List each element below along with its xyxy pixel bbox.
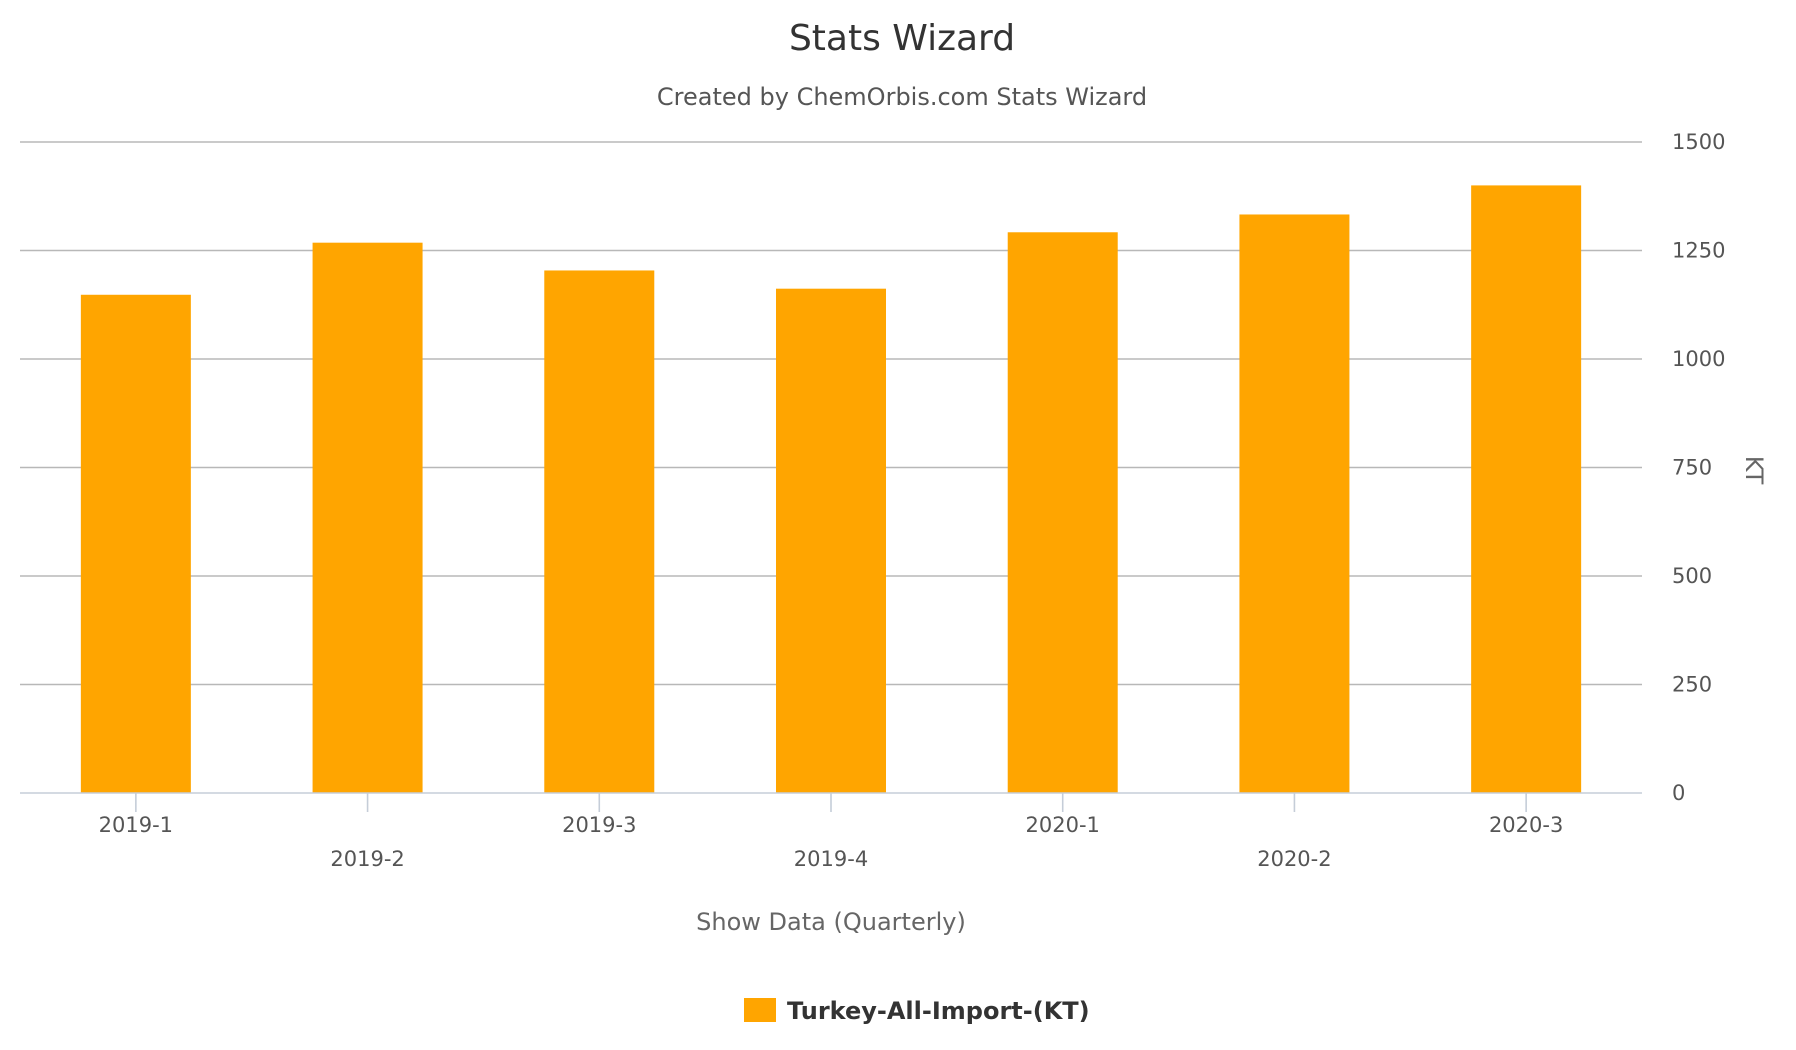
- x-tick-label: 2019-4: [794, 847, 868, 871]
- x-axis-ticks: 2019-1 2019-2 2019-3 2019-4 2020-1 2020-2 2020…: [99, 793, 1563, 871]
- y-tick-label: 1000: [1672, 347, 1725, 371]
- y-tick-label: 500: [1672, 564, 1712, 588]
- bar-2019-1[interactable]: [80, 294, 191, 793]
- y-tick-label: 1250: [1672, 239, 1725, 263]
- y-axis-ticks: 0 250 500 750 1000 1250 1500: [1672, 130, 1725, 805]
- bar-2019-2[interactable]: [312, 242, 423, 794]
- y-axis-title: KT: [1740, 456, 1768, 485]
- legend-item[interactable]: Turkey-All-Import-(KT): [744, 997, 1090, 1025]
- bar-2019-4[interactable]: [776, 288, 886, 793]
- bar-2019-3[interactable]: [544, 270, 655, 793]
- x-tick-label: 2020-1: [1026, 813, 1100, 837]
- x-axis-title: Show Data (Quarterly): [696, 908, 966, 936]
- y-tick-label: 750: [1672, 456, 1712, 480]
- x-tick-label: 2019-2: [330, 847, 404, 871]
- bar-2020-2[interactable]: [1239, 214, 1350, 793]
- y-tick-label: 250: [1672, 673, 1712, 697]
- x-tick-label: 2019-3: [562, 813, 636, 837]
- y-tick-label: 1500: [1672, 130, 1725, 154]
- x-tick-label: 2019-1: [99, 813, 173, 837]
- chart-title: Stats Wizard: [789, 18, 1015, 59]
- x-tick-label: 2020-2: [1257, 847, 1331, 871]
- legend-swatch: [744, 998, 776, 1022]
- y-tick-label: 0: [1672, 781, 1685, 805]
- bars: [80, 185, 1582, 794]
- legend[interactable]: Turkey-All-Import-(KT): [744, 997, 1090, 1025]
- chart-subtitle: Created by ChemOrbis.com Stats Wizard: [657, 83, 1147, 111]
- bar-2020-3[interactable]: [1471, 185, 1582, 793]
- bar-2020-1[interactable]: [1007, 232, 1118, 794]
- legend-label: Turkey-All-Import-(KT): [787, 997, 1090, 1025]
- x-tick-label: 2020-3: [1489, 813, 1563, 837]
